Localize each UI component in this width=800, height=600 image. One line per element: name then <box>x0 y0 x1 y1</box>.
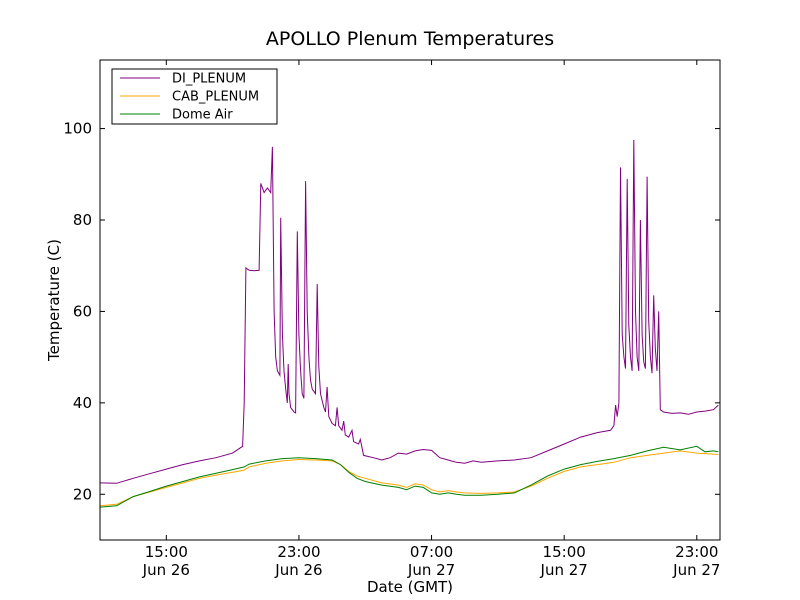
y-tick-label: 80 <box>73 211 92 229</box>
x-axis-label: Date (GMT) <box>367 578 453 596</box>
series-line-0 <box>100 139 719 484</box>
x-tick-date-label: Jun 27 <box>672 561 720 579</box>
chart-title: APOLLO Plenum Temperatures <box>266 28 554 50</box>
x-tick-time-label: 15:00 <box>543 543 586 561</box>
x-tick-date-label: Jun 27 <box>540 561 588 579</box>
y-tick-label: 60 <box>73 302 92 320</box>
legend-label-1: CAB_PLENUM <box>172 90 259 105</box>
series-layer <box>100 139 719 508</box>
x-tick-date-label: Jun 26 <box>142 561 190 579</box>
x-tick-date-label: Jun 27 <box>407 561 455 579</box>
x-tick-date-label: Jun 26 <box>274 561 322 579</box>
series-line-2 <box>100 445 719 508</box>
y-axis-label: Temperature (C) <box>45 239 63 362</box>
x-tick-time-label: 07:00 <box>410 543 453 561</box>
y-tick-label: 100 <box>63 120 92 138</box>
legend: DI_PLENUM CAB_PLENUM Dome Air <box>111 68 278 125</box>
plot-frame <box>99 59 721 541</box>
legend-label-2: Dome Air <box>172 108 233 123</box>
legend-label-0: DI_PLENUM <box>172 72 246 87</box>
x-tick-time-label: 23:00 <box>277 543 320 561</box>
plot-area <box>100 60 720 540</box>
y-axis: 20 40 60 80 100 <box>63 120 720 503</box>
y-tick-label: 20 <box>73 485 92 503</box>
x-tick-time-label: 23:00 <box>675 543 718 561</box>
x-tick-time-label: 15:00 <box>145 543 188 561</box>
series-line-1 <box>100 450 719 507</box>
y-tick-label: 40 <box>73 394 92 412</box>
